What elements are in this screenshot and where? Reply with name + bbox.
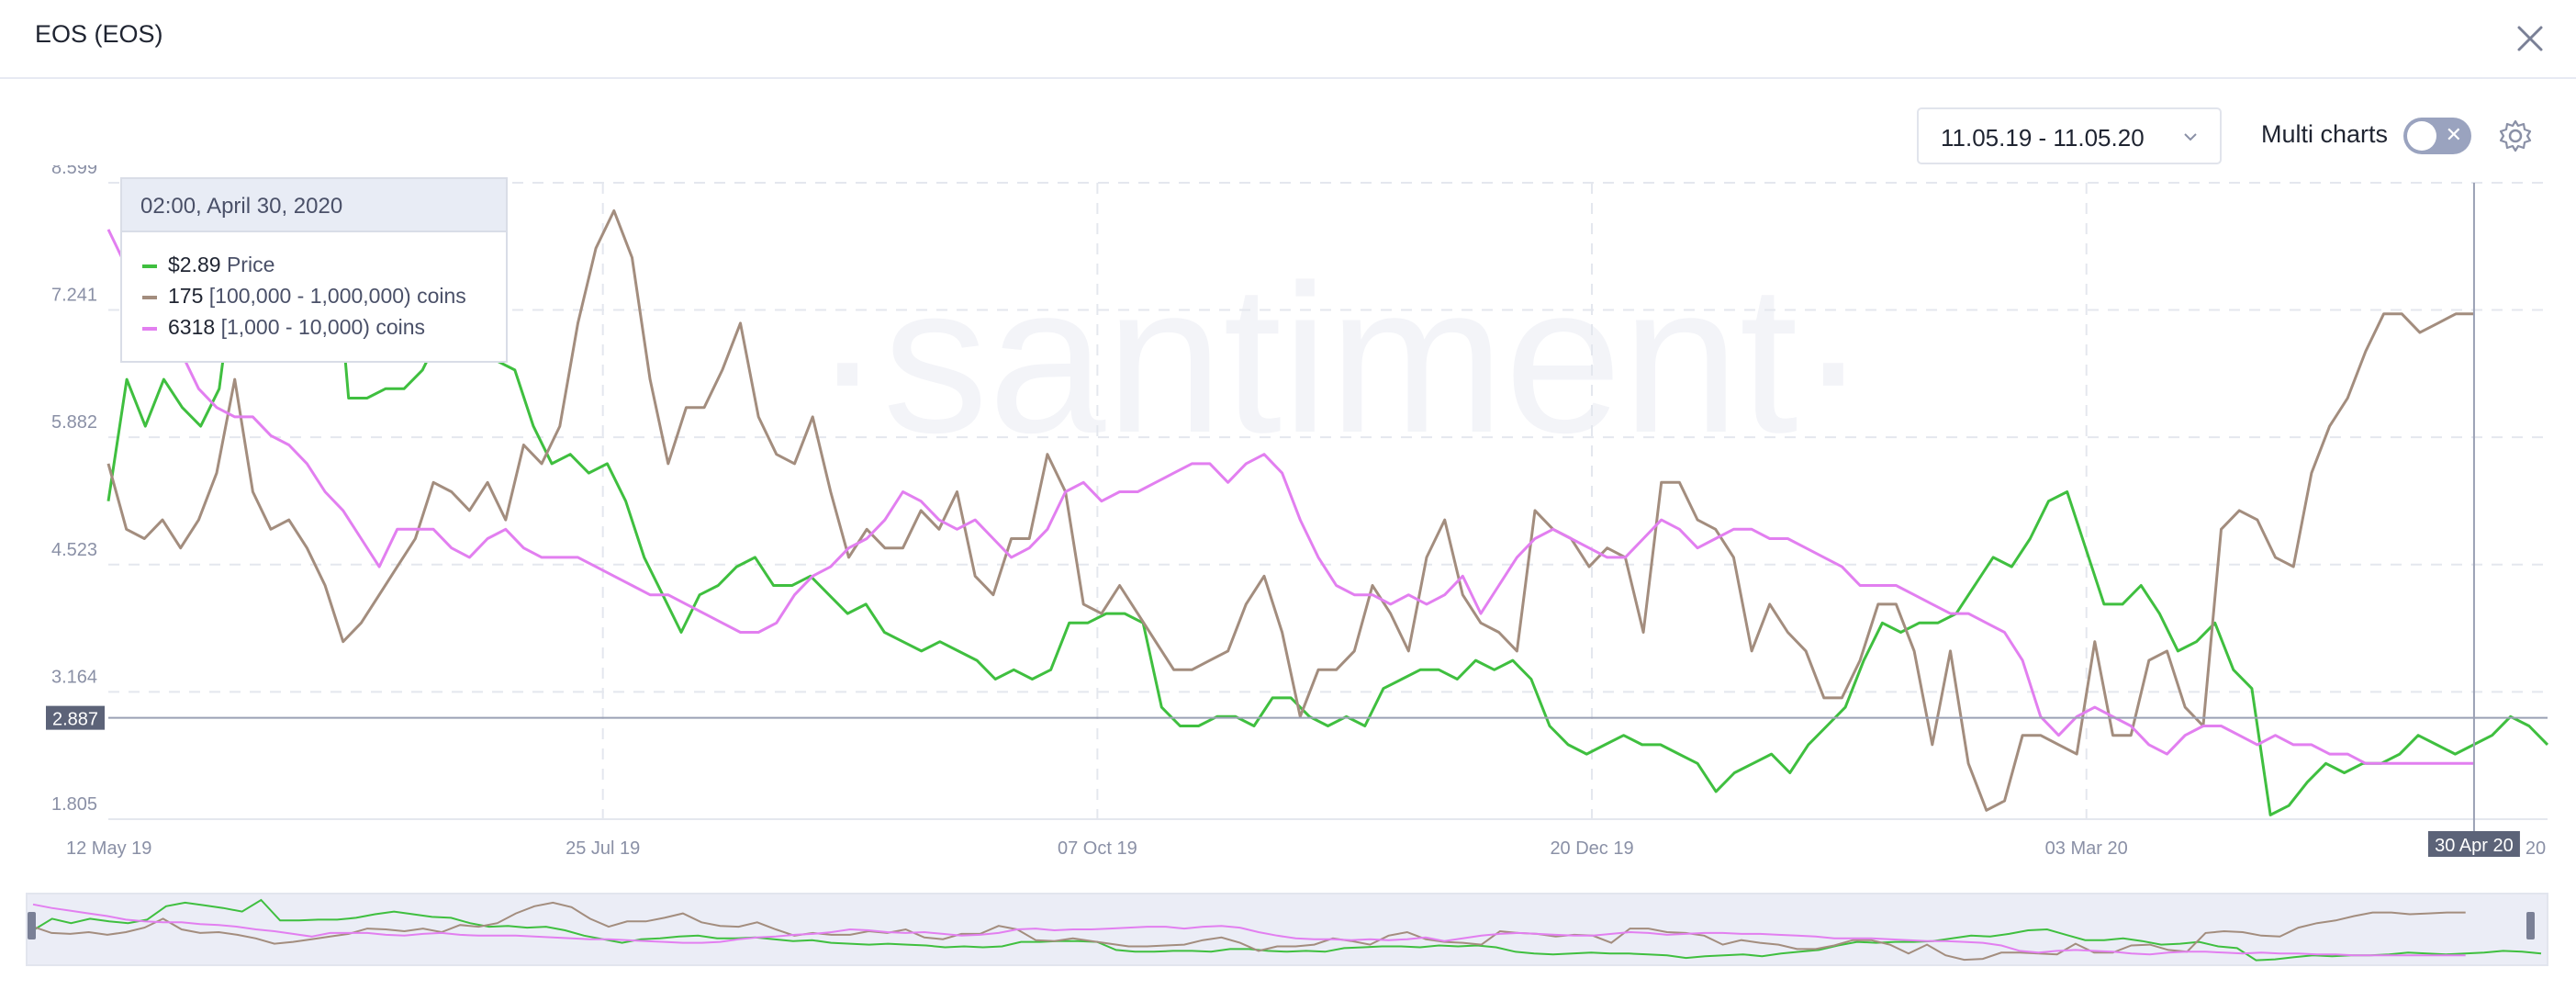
tooltip-large-holders-value: 175 <box>168 284 204 308</box>
tooltip-small-holders-label: [1,000 - 10,000) coins <box>220 315 426 339</box>
x-tick-label: 20 <box>2526 838 2546 859</box>
toggle-off-icon: ✕ <box>2445 123 2462 146</box>
series-line-1 <box>106 209 2474 812</box>
crosshair-y-badge <box>46 705 105 730</box>
y-tick-label: 8.599 <box>51 165 97 178</box>
y-tick-label: 7.241 <box>51 286 97 306</box>
y-tick-label: 1.805 <box>51 794 97 815</box>
tooltip-row-price: $2.89 Price <box>142 253 274 277</box>
navigator-series-2 <box>32 903 2466 957</box>
x-tick-label: 12 May 19 <box>66 838 151 859</box>
large-holders-swatch <box>142 295 157 299</box>
navigator-preview <box>32 898 2542 962</box>
date-range-select[interactable]: 11.05.19 - 11.05.20 <box>1917 107 2222 164</box>
crosshair-y-value: 2.887 <box>52 710 98 730</box>
tooltip-price-label: Price <box>226 253 275 276</box>
chart-title: EOS (EOS) <box>35 20 163 48</box>
tooltip-row-small-holders: 6318 [1,000 - 10,000) coins <box>142 315 425 340</box>
tooltip: 02:00, April 30, 2020 $2.89 Price 175 [1… <box>120 177 508 363</box>
crosshair-x-value: 30 Apr 20 <box>2435 836 2514 856</box>
tooltip-small-holders-value: 6318 <box>168 315 216 339</box>
toggle-knob <box>2407 121 2436 151</box>
navigator-right-handle[interactable] <box>2526 912 2535 939</box>
close-icon[interactable] <box>2512 20 2548 57</box>
x-tick-label: 20 Dec 19 <box>1550 838 1633 859</box>
modal-header: EOS (EOS) <box>0 0 2576 79</box>
watermark: ·santiment· <box>812 241 1868 477</box>
crosshair-x-badge <box>2427 831 2520 857</box>
navigator-series-0 <box>32 898 2542 962</box>
multi-charts-toggle[interactable]: ✕ <box>2403 118 2471 154</box>
tooltip-row-large-holders: 175 [100,000 - 1,000,000) coins <box>142 284 466 309</box>
y-tick-label: 4.523 <box>51 540 97 560</box>
y-tick-label: 3.164 <box>51 667 97 687</box>
tooltip-header: 02:00, April 30, 2020 <box>122 179 506 232</box>
price-swatch <box>142 264 157 268</box>
date-range-value: 11.05.19 - 11.05.20 <box>1941 124 2145 152</box>
chart[interactable]: ·santiment· 8.599 7.241 5.882 4.523 3.164 1.80… <box>0 165 2576 973</box>
tooltip-large-holders-label: [100,000 - 1,000,000) coins <box>208 284 466 308</box>
gear-icon[interactable] <box>2497 118 2534 154</box>
range-navigator[interactable] <box>26 893 2548 966</box>
tooltip-price-value: $2.89 <box>168 253 221 276</box>
series-line-2 <box>106 229 2474 765</box>
navigator-left-handle[interactable] <box>28 912 36 939</box>
x-tick-label: 07 Oct 19 <box>1058 838 1137 859</box>
navigator-series-1 <box>32 901 2466 962</box>
x-tick-label: 03 Mar 20 <box>2045 838 2128 859</box>
x-tick-label: 25 Jul 19 <box>566 838 640 859</box>
tooltip-date: 02:00, April 30, 2020 <box>140 194 343 219</box>
chevron-down-icon <box>2184 133 2197 141</box>
multi-charts-label: Multi charts <box>2261 120 2389 148</box>
small-holders-swatch <box>142 326 157 331</box>
y-tick-label: 5.882 <box>51 412 97 433</box>
series-line-0 <box>106 181 2549 816</box>
